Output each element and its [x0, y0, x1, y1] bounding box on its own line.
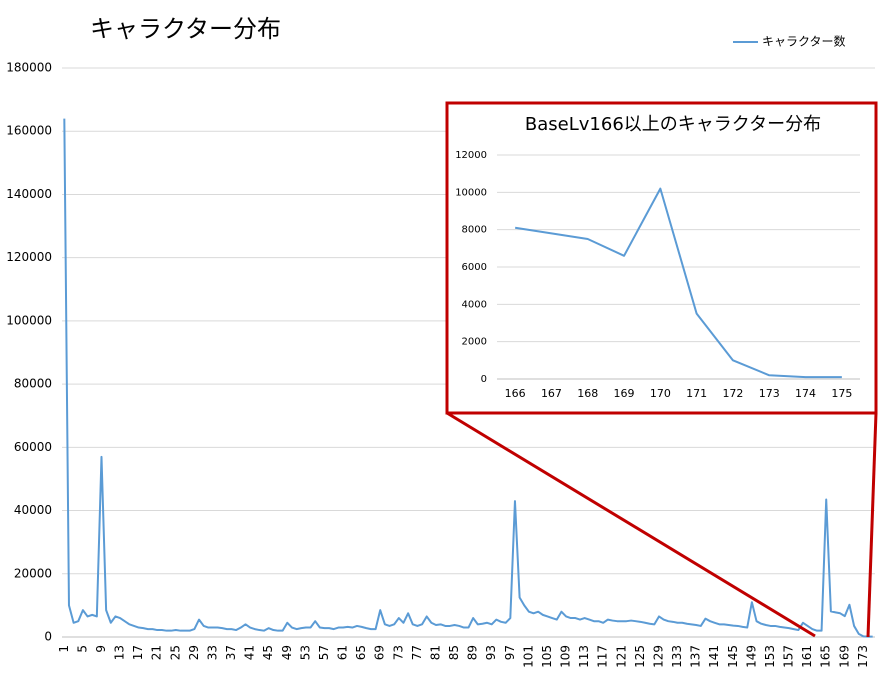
series-line	[514, 187, 842, 379]
x-tick-label: 41	[243, 645, 257, 660]
x-tick-label: 85	[447, 645, 461, 660]
x-tick-label: 17	[131, 645, 145, 660]
x-tick-label: 33	[205, 645, 219, 660]
x-tick-label: 172	[722, 387, 743, 400]
x-tick-label: 65	[354, 645, 368, 660]
x-tick-label: 13	[113, 645, 127, 660]
x-tick-label: 175	[831, 387, 852, 400]
zoom-connector	[446, 411, 816, 638]
y-tick-label: 2000	[462, 337, 487, 348]
x-tick-label: 125	[633, 645, 647, 668]
x-tick-label: 5	[75, 645, 89, 653]
x-tick-label: 69	[373, 645, 387, 660]
x-tick-label: 73	[391, 645, 405, 660]
y-tick-label: 20000	[14, 566, 52, 580]
x-tick-label: 49	[280, 645, 294, 660]
x-tick-label: 121	[614, 645, 628, 668]
x-tick-label: 171	[686, 387, 707, 400]
x-tick-label: 45	[261, 645, 275, 660]
y-tick-label: 40000	[14, 503, 52, 517]
x-tick-label: 174	[795, 387, 816, 400]
x-tick-label: 25	[168, 645, 182, 660]
x-tick-label: 93	[484, 645, 498, 660]
y-tick-label: 6000	[462, 262, 487, 273]
x-tick-label: 101	[521, 645, 535, 668]
x-tick-label: 105	[540, 645, 554, 668]
inset-title: BaseLv166以上のキャラクター分布	[525, 114, 821, 135]
y-tick-label: 10000	[455, 187, 487, 198]
x-tick-label: 161	[800, 645, 814, 668]
zoom-connector	[866, 412, 878, 638]
x-tick-label: 81	[428, 645, 442, 660]
y-tick-label: 12000	[455, 150, 487, 161]
x-tick-label: 109	[559, 645, 573, 668]
x-tick-label: 61	[336, 645, 350, 660]
x-tick-label: 166	[505, 387, 526, 400]
x-tick-label: 168	[577, 387, 598, 400]
x-tick-label: 133	[670, 645, 684, 668]
x-tick-label: 29	[187, 645, 201, 660]
x-tick-label: 167	[541, 387, 562, 400]
y-tick-label: 4000	[462, 299, 487, 310]
chart-title: キャラクター分布	[90, 15, 281, 43]
x-tick-label: 141	[707, 645, 721, 668]
x-tick-label: 113	[577, 645, 591, 668]
x-tick-label: 169	[614, 387, 635, 400]
x-tick-label: 157	[782, 645, 796, 668]
y-tick-label: 140000	[6, 187, 52, 201]
y-tick-label: 8000	[462, 225, 487, 236]
x-tick-label: 169	[837, 645, 851, 668]
x-tick-label: 145	[726, 645, 740, 668]
y-tick-label: 120000	[6, 250, 52, 264]
x-tick-label: 165	[819, 645, 833, 668]
x-tick-label: 129	[651, 645, 665, 668]
x-tick-label: 117	[596, 645, 610, 668]
y-tick-label: 0	[481, 374, 487, 385]
x-tick-label: 1	[57, 645, 71, 653]
x-tick-label: 9	[94, 645, 108, 653]
x-tick-label: 170	[650, 387, 671, 400]
x-tick-label: 97	[503, 645, 517, 660]
legend-label: キャラクター数	[762, 34, 846, 49]
y-tick-label: 80000	[14, 377, 52, 391]
x-tick-label: 137	[689, 645, 703, 668]
x-tick-label: 153	[763, 645, 777, 668]
x-tick-label: 37	[224, 645, 238, 660]
y-tick-label: 60000	[14, 440, 52, 454]
y-tick-label: 0	[44, 630, 52, 644]
inset-frame	[445, 101, 878, 415]
x-tick-label: 53	[298, 645, 312, 660]
x-tick-label: 57	[317, 645, 331, 660]
x-tick-label: 149	[744, 645, 758, 668]
x-tick-label: 89	[466, 645, 480, 660]
series-line	[63, 118, 873, 638]
x-tick-label: 173	[856, 645, 870, 668]
y-tick-label: 100000	[6, 313, 52, 327]
y-tick-label: 180000	[6, 61, 52, 75]
x-tick-label: 173	[759, 387, 780, 400]
x-tick-label: 21	[150, 645, 164, 660]
y-tick-label: 160000	[6, 124, 52, 138]
inset-plot: 0 2000 4000 6000 8000 10000 12000 166 167 168 169 1…	[455, 150, 860, 400]
x-tick-label: 77	[410, 645, 424, 660]
